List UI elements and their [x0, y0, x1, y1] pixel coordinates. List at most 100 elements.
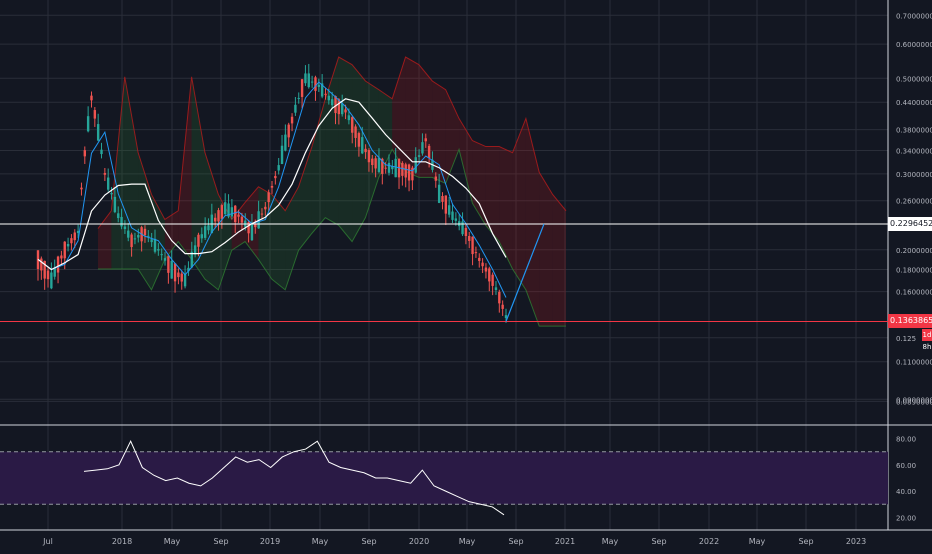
candle-body: [488, 268, 491, 282]
slow-ma-line: [37, 98, 507, 271]
candle-body: [107, 177, 110, 190]
candle-body: [351, 117, 354, 133]
cloud-segment: [138, 152, 152, 290]
candle-body: [53, 267, 56, 277]
candle-body: [434, 176, 437, 181]
candle-body: [56, 256, 60, 273]
candle-body: [217, 210, 220, 222]
candle-body: [220, 205, 224, 219]
candle-body: [247, 222, 250, 234]
candle-body: [200, 234, 203, 239]
candle-body: [187, 267, 190, 272]
candle-body: [371, 158, 374, 166]
candle-body: [207, 225, 210, 231]
candle-body: [327, 95, 331, 101]
cloud-segment: [459, 118, 473, 204]
candle-body: [130, 234, 133, 248]
candle-body: [421, 142, 424, 154]
time-tick-label: May: [602, 537, 619, 546]
candle-body: [264, 206, 267, 210]
candle-body: [401, 162, 404, 176]
time-tick-label: Sep: [213, 537, 228, 546]
candle-body: [73, 232, 76, 241]
candle-body: [417, 155, 421, 157]
time-tick-label: May: [749, 537, 766, 546]
cloud-segment: [432, 80, 446, 184]
cloud-segment: [445, 89, 460, 184]
time-tick-label: 2023: [846, 537, 866, 546]
time-tick-label: Jul: [42, 537, 53, 546]
cloud-segment: [98, 210, 112, 270]
candle-body: [277, 165, 280, 171]
price-tick-label: 0.125: [896, 335, 916, 343]
candle-body: [70, 238, 73, 244]
candle-body: [284, 134, 287, 151]
white-level-label: 0.22964529: [888, 216, 932, 231]
cloud-segment: [485, 146, 500, 242]
time-tick-label: 2019: [260, 537, 280, 546]
candle-body: [123, 226, 127, 230]
cloud-upper: [97, 56, 567, 229]
time-tick-label: 2021: [555, 537, 575, 546]
rsi-tick-label: 40.00: [896, 488, 916, 496]
candle-body: [411, 167, 414, 181]
candle-body: [364, 148, 367, 153]
candle-body: [80, 187, 83, 190]
candle-body: [120, 216, 123, 227]
candle-body: [468, 235, 471, 241]
projection-line: [505, 223, 545, 322]
candle-body: [274, 175, 277, 179]
red-level-label: 0.13638654: [888, 314, 932, 329]
candle-body: [86, 116, 90, 132]
rsi-line: [83, 440, 505, 516]
candle-body: [341, 103, 344, 115]
candle-body: [334, 95, 337, 114]
candle-body: [177, 272, 180, 278]
time-tick-label: Sep: [508, 537, 523, 546]
candle-body: [484, 267, 488, 272]
candle-body: [474, 252, 478, 254]
candle-body: [183, 274, 187, 287]
cloud-segment: [271, 194, 286, 290]
candle-body: [237, 214, 240, 217]
candle-body: [66, 243, 70, 247]
candle-body: [324, 93, 327, 95]
candle-body: [240, 216, 244, 223]
candle-body: [330, 99, 334, 106]
candle-body: [150, 239, 153, 243]
candle-body: [451, 211, 454, 220]
candle-body: [170, 260, 173, 279]
candle-body: [471, 236, 474, 255]
candle-body: [230, 207, 234, 217]
candle-body: [96, 124, 100, 141]
candle-body: [254, 224, 257, 228]
candle-body: [377, 157, 381, 172]
candle-body: [294, 104, 297, 113]
candle-body: [287, 124, 290, 138]
candle-body: [113, 196, 117, 213]
candle-body: [444, 195, 448, 214]
candle-body: [163, 258, 167, 261]
cloud-segment: [392, 57, 406, 172]
candle-body: [314, 77, 317, 91]
candle-body: [167, 256, 170, 273]
candle-body: [153, 238, 157, 252]
time-tick-label: Sep: [651, 537, 666, 546]
time-tick-label: 2022: [699, 537, 719, 546]
candle-body: [391, 166, 394, 170]
candle-body: [234, 205, 237, 223]
rsi-band: [0, 451, 888, 505]
cloud-segment: [499, 146, 513, 270]
red-level-countdown: 1d 8h: [922, 329, 932, 352]
